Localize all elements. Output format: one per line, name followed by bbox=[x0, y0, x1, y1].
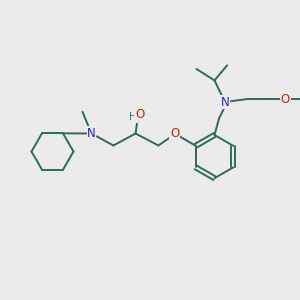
Text: O: O bbox=[281, 92, 290, 106]
Text: N: N bbox=[87, 127, 96, 140]
Text: O: O bbox=[135, 107, 144, 121]
Text: N: N bbox=[220, 95, 230, 109]
Text: O: O bbox=[170, 127, 179, 140]
Text: H: H bbox=[129, 112, 137, 122]
